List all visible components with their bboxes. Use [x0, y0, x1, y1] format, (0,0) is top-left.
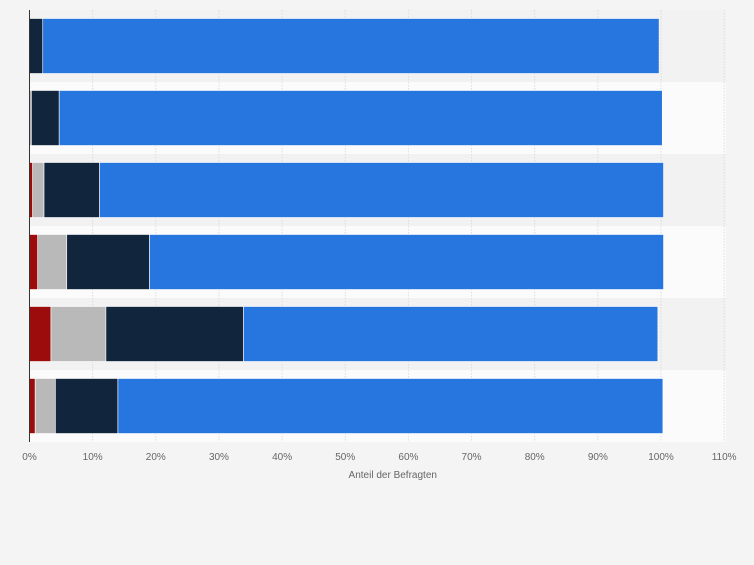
- bar-segment[interactable]: [58, 90, 663, 146]
- x-tick-label: 60%: [398, 452, 418, 463]
- x-tick-label: 40%: [272, 452, 292, 463]
- row-bands: [29, 10, 726, 442]
- bar-segment[interactable]: [29, 378, 36, 434]
- bar-segment[interactable]: [243, 306, 659, 362]
- bar-segment[interactable]: [50, 306, 107, 362]
- bar-segment[interactable]: [37, 234, 68, 290]
- x-tick-labels: 0% 10% 20% 30% 40% 50% 60% 70% 80% 90% 100% 110%: [22, 452, 736, 463]
- x-tick-label: 100%: [648, 452, 674, 463]
- bar-segment[interactable]: [29, 234, 39, 290]
- bars: [29, 18, 664, 434]
- bar-segment[interactable]: [66, 234, 150, 290]
- x-tick-label: 80%: [525, 452, 545, 463]
- bar-segment[interactable]: [34, 378, 56, 434]
- x-tick-label: 90%: [588, 452, 608, 463]
- bar-segment[interactable]: [105, 306, 244, 362]
- x-axis-label: Anteil der Befragten: [349, 470, 437, 481]
- bar-segment[interactable]: [55, 378, 119, 434]
- bar-segment[interactable]: [99, 162, 664, 218]
- x-tick-label: 30%: [209, 452, 229, 463]
- bar-segment[interactable]: [117, 378, 664, 434]
- bar-segment[interactable]: [29, 18, 44, 74]
- x-tick-label: 10%: [83, 452, 103, 463]
- bar-segment[interactable]: [149, 234, 664, 290]
- x-tick-label: 70%: [462, 452, 482, 463]
- bar-segment[interactable]: [32, 162, 45, 218]
- bar-segment[interactable]: [42, 18, 660, 74]
- x-tick-label: 50%: [335, 452, 355, 463]
- bar-segment[interactable]: [29, 306, 52, 362]
- x-tick-label: 20%: [146, 452, 166, 463]
- bar-segment[interactable]: [31, 90, 60, 146]
- x-tick-label: 110%: [712, 452, 737, 463]
- x-tick-label: 0%: [22, 452, 37, 463]
- bar-segment[interactable]: [43, 162, 100, 218]
